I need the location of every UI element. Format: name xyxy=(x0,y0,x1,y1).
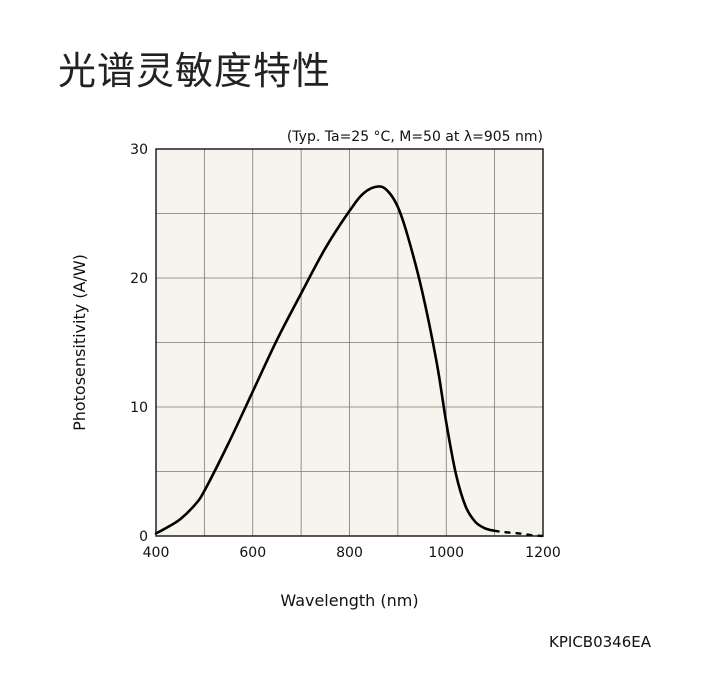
y-tick-label: 20 xyxy=(130,271,148,287)
x-tick-label: 1200 xyxy=(525,545,561,561)
y-axis-title: Photosensitivity (A/W) xyxy=(70,254,89,431)
series-line-extrapolated xyxy=(493,529,545,538)
x-axis-title: Wavelength (nm) xyxy=(280,591,418,610)
x-tick-label: 800 xyxy=(336,545,363,561)
page-title: 光谱灵敏度特性 xyxy=(58,49,332,93)
figure-code: KPICB0346EA xyxy=(549,633,651,651)
measurement-conditions: (Typ. Ta=25 °C, M=50 at λ=905 nm) xyxy=(287,129,543,145)
y-tick-label: 0 xyxy=(139,529,148,545)
y-tick-label: 30 xyxy=(130,142,148,158)
plot-frame xyxy=(155,148,544,537)
x-tick-label: 400 xyxy=(143,545,170,561)
y-tick-label: 10 xyxy=(130,400,148,416)
x-tick-label: 600 xyxy=(239,545,266,561)
x-tick-label: 1000 xyxy=(428,545,464,561)
series-line-photosensitivity xyxy=(154,185,496,535)
grid-lines xyxy=(156,149,543,536)
tick-labels: 400 600 800 1000 1200 0 10 20 30 xyxy=(130,142,561,561)
series-lines xyxy=(154,185,545,538)
